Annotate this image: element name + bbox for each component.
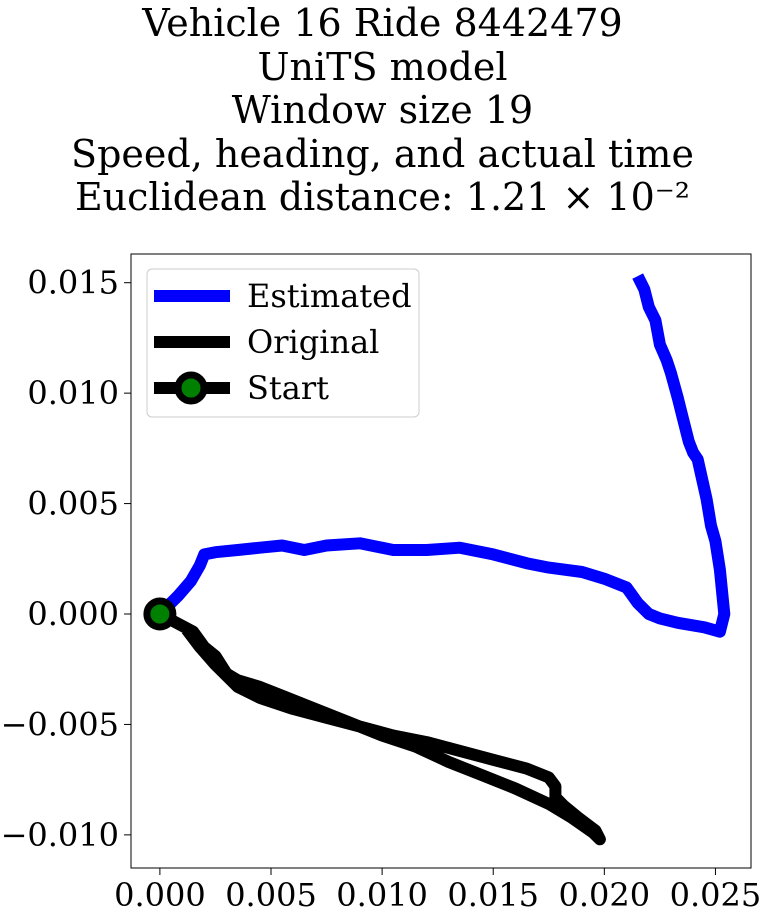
x-tick-label: 0.015 bbox=[447, 876, 539, 914]
x-axis: 0.000 0.005 0.010 0.015 0.020 0.025 bbox=[114, 868, 761, 914]
series-line-estimated bbox=[155, 273, 731, 638]
series-layer bbox=[155, 273, 731, 846]
y-axis: 0.015 0.010 0.005 0.000 −0.005 −0.010 bbox=[1, 264, 131, 854]
legend: Estimated Original Start bbox=[146, 268, 420, 418]
y-tick-label: 0.010 bbox=[27, 374, 119, 412]
title-line: Euclidean distance: 1.21 × 10⁻² bbox=[74, 175, 691, 219]
y-tick-label: −0.010 bbox=[1, 816, 119, 854]
legend-label: Original bbox=[247, 323, 379, 361]
title-line: Speed, heading, and actual time bbox=[71, 131, 694, 176]
start-marker bbox=[143, 597, 177, 631]
title-line: Vehicle 16 Ride 8442479 bbox=[142, 1, 623, 45]
y-tick-label: 0.000 bbox=[27, 595, 119, 633]
y-tick-label: −0.005 bbox=[1, 705, 119, 743]
x-tick-label: 0.020 bbox=[559, 876, 651, 914]
y-tick-label: 0.015 bbox=[27, 264, 119, 302]
series-line-original bbox=[157, 608, 606, 846]
x-tick-label: 0.005 bbox=[225, 876, 317, 914]
legend-label: Start bbox=[247, 369, 329, 407]
x-tick-label: 0.000 bbox=[114, 876, 206, 914]
legend-box bbox=[146, 268, 420, 418]
axes-frame bbox=[130, 253, 752, 869]
x-tick-label: 0.025 bbox=[670, 876, 762, 914]
y-tick-label: 0.005 bbox=[27, 485, 119, 523]
x-tick-label: 0.010 bbox=[336, 876, 428, 914]
title-line: UniTS model bbox=[257, 44, 508, 89]
legend-start-marker bbox=[174, 371, 208, 405]
chart-title: Vehicle 16 Ride 8442479 UniTS model Window… bbox=[0, 1, 765, 220]
title-line: Window size 19 bbox=[231, 88, 534, 132]
legend-label: Estimated bbox=[247, 277, 412, 315]
